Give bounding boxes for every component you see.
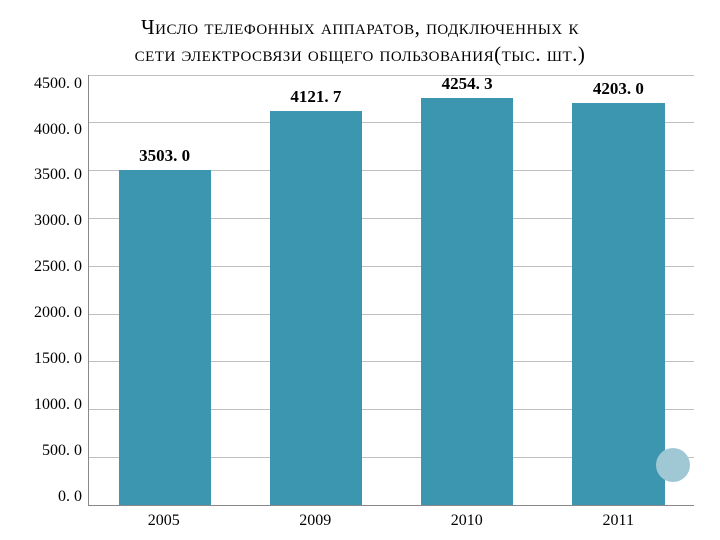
- y-tick: 3000. 0: [34, 212, 82, 230]
- bar-group: 4254. 3: [392, 75, 543, 505]
- x-tick: 2005: [88, 506, 240, 530]
- bar-value-label: 4203. 0: [543, 79, 694, 99]
- plot-area: 3503. 0 4121. 74254. 34203. 0: [88, 75, 694, 506]
- decorative-marker-circle: [656, 448, 690, 482]
- bar: [572, 103, 664, 505]
- y-tick: 3500. 0: [34, 166, 82, 184]
- chart-title: Число телефонных аппаратов, подключенных…: [26, 14, 694, 69]
- bar-value-label: 4121. 7: [240, 87, 391, 107]
- y-tick: 4500. 0: [34, 75, 82, 93]
- title-line2: сети электросвязи общего пользования: [135, 42, 494, 66]
- y-tick: 1500. 0: [34, 350, 82, 368]
- y-tick: 2500. 0: [34, 258, 82, 276]
- y-axis: 4500. 0 4000. 0 3500. 0 3000. 0 2500. 0 …: [26, 75, 88, 506]
- bar-group: 4203. 0: [543, 75, 694, 505]
- x-tick: 2009: [240, 506, 392, 530]
- y-tick: 4000. 0: [34, 121, 82, 139]
- bar-group: 3503. 0: [89, 75, 240, 505]
- bar: [270, 111, 362, 505]
- y-tick: 500. 0: [42, 442, 82, 460]
- bar-value-label: 3503. 0: [89, 146, 240, 166]
- title-unit: (тыс. шт.): [494, 42, 585, 66]
- bar: [421, 98, 513, 505]
- bar: [119, 170, 211, 505]
- slide: Число телефонных аппаратов, подключенных…: [0, 0, 720, 540]
- y-tick: 1000. 0: [34, 396, 82, 414]
- bar-group: 4121. 7: [240, 75, 391, 505]
- bar-value-label: 4254. 3: [392, 74, 543, 94]
- title-line1: Число телефонных аппаратов, подключенных…: [141, 15, 579, 39]
- x-tick: 2011: [543, 506, 695, 530]
- x-axis: 2005200920102011: [88, 506, 694, 530]
- y-tick: 0. 0: [58, 488, 82, 506]
- x-tick: 2010: [391, 506, 543, 530]
- y-tick: 2000. 0: [34, 304, 82, 322]
- plot-row: 4500. 0 4000. 0 3500. 0 3000. 0 2500. 0 …: [26, 75, 694, 506]
- bars-container: 3503. 0 4121. 74254. 34203. 0: [89, 75, 694, 505]
- bar-chart: 4500. 0 4000. 0 3500. 0 3000. 0 2500. 0 …: [26, 75, 694, 530]
